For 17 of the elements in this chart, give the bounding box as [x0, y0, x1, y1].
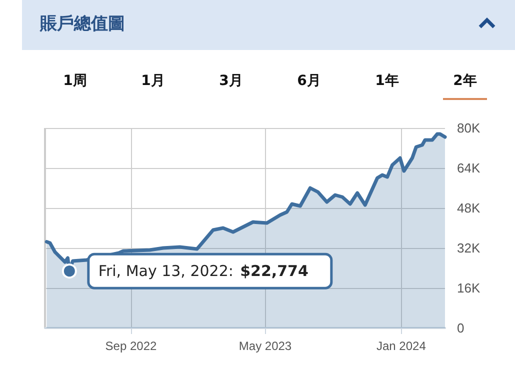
- y-tick-label: 48K: [457, 200, 480, 216]
- text: 1月: [140, 72, 166, 90]
- y-tick-label: 16K: [457, 280, 480, 296]
- text: 1年: [374, 72, 400, 90]
- x-tick-label: Sep 2022: [105, 339, 158, 353]
- y-tick-label: 0: [457, 320, 464, 336]
- text: 2年: [452, 72, 478, 90]
- text: 1周: [62, 72, 88, 90]
- x-tick-label: Jan 2024: [376, 339, 426, 353]
- text: 6月: [296, 72, 322, 90]
- chart-title: 賬戶總值圖: [40, 13, 125, 35]
- y-tick-label: 32K: [457, 240, 480, 256]
- x-tick-label: May 2023: [238, 339, 292, 353]
- y-tick-label: 80K: [457, 120, 480, 136]
- y-tick-label: 64K: [457, 160, 480, 176]
- annotation: Fri, May 13, 2022: $22,774: [98, 262, 308, 280]
- text: 3月: [218, 72, 244, 90]
